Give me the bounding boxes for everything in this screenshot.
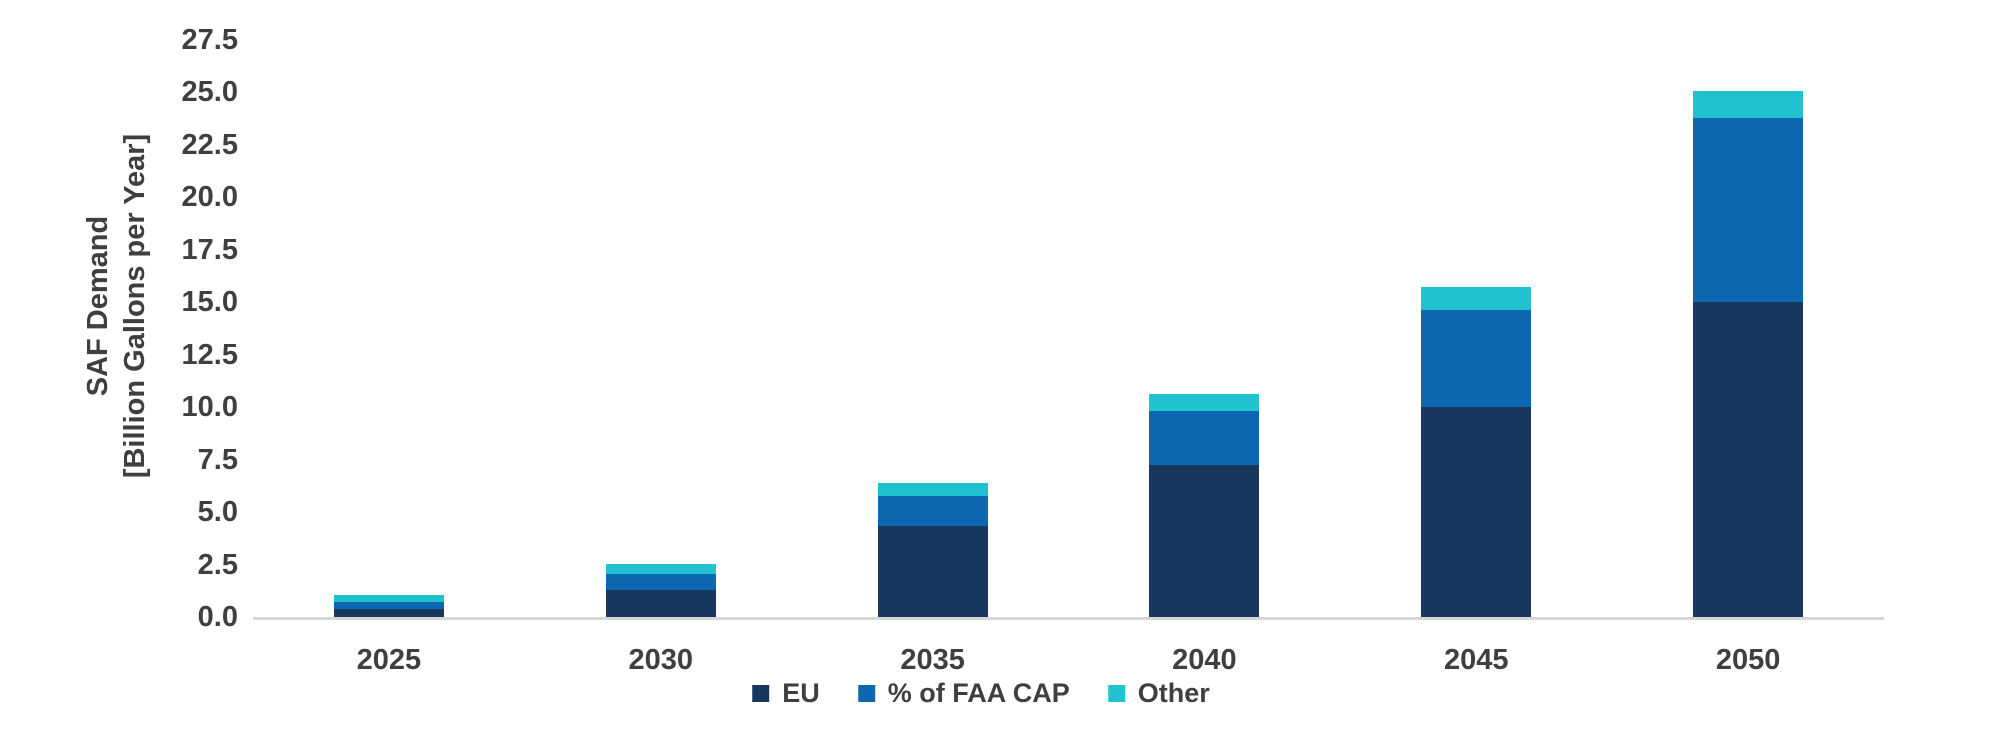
y-tick-label: 7.5 [197, 443, 238, 476]
bar-segment-other [333, 595, 444, 603]
bar-segment-other [1693, 91, 1804, 118]
legend-label: Other [1137, 678, 1210, 708]
y-tick-label: 5.0 [197, 496, 238, 529]
bar-segment-of-faa-cap [877, 496, 988, 526]
y-axis-ticks: 0.0 2.5 5.0 7.5 10.0 12.5 15.0 17.5 20.0 22.5 25.0… [0, 0, 238, 731]
bar-segment-eu [1149, 464, 1260, 617]
bar-segment-of-faa-cap [1693, 117, 1804, 303]
x-tick-label: 2045 [1443, 644, 1509, 676]
legend-item-other: Other [1107, 678, 1210, 709]
y-tick-label: 22.5 [181, 128, 238, 161]
bar-segment-eu [605, 589, 716, 617]
bar-segment-eu [1421, 407, 1532, 617]
bar-segment-other [1149, 393, 1260, 412]
legend-swatch-icon [857, 685, 875, 702]
legend-item-eu: EU [752, 678, 820, 709]
y-tick-label: 15.0 [181, 286, 238, 319]
bar-segment-eu [333, 608, 444, 617]
bar-segment-other [605, 563, 716, 574]
bar-segment-other [877, 482, 988, 497]
legend-item-of-faa-cap: % of FAA CAP [857, 678, 1070, 709]
bar-segment-of-faa-cap [1421, 309, 1532, 408]
x-tick-label: 2025 [356, 644, 422, 676]
legend-label: EU [782, 678, 820, 708]
x-axis-line [253, 617, 1884, 620]
y-tick-label: 27.5 [181, 24, 238, 56]
y-tick-label: 2.5 [197, 548, 238, 581]
legend-label: % of FAA CAP [887, 678, 1070, 708]
y-tick-label: 10.0 [181, 391, 238, 424]
bar-segment-eu [1693, 302, 1804, 617]
y-tick-label: 0.0 [197, 601, 238, 633]
bar-segment-of-faa-cap [1149, 411, 1260, 465]
legend-swatch-icon [752, 685, 770, 702]
bar-segment-eu [877, 525, 988, 617]
legend-swatch-icon [1107, 685, 1125, 702]
bar-segment-other [1421, 286, 1532, 310]
x-tick-label: 2030 [628, 644, 693, 676]
legend: EU % of FAA CAP Other [752, 678, 1210, 709]
x-tick-label: 2035 [900, 644, 965, 676]
bar-segment-of-faa-cap [605, 574, 716, 590]
bar-segment-of-faa-cap [333, 602, 444, 609]
x-tick-label: 2050 [1715, 644, 1781, 676]
y-tick-label: 25.0 [181, 76, 238, 109]
plot-area [253, 40, 1884, 620]
y-tick-label: 20.0 [181, 181, 238, 214]
y-tick-label: 17.5 [181, 233, 238, 266]
y-tick-label: 12.5 [181, 338, 238, 371]
x-tick-label: 2040 [1172, 644, 1237, 676]
